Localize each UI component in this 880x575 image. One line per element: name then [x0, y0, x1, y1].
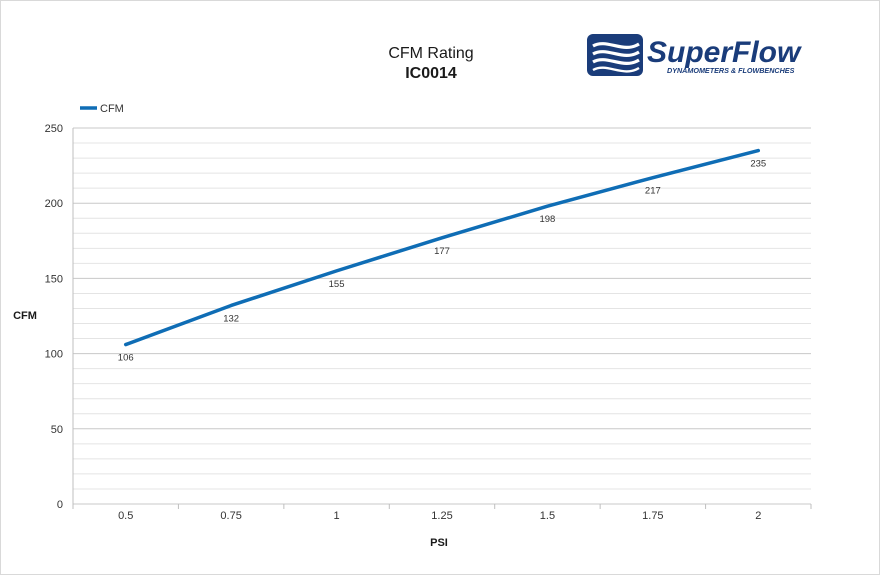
- x-axis-label: PSI: [430, 537, 448, 549]
- y-tick-labels: 0 50 100 150 200 250: [45, 123, 63, 511]
- y-tick-label: 0: [57, 499, 63, 511]
- x-tick-label: 0.5: [118, 510, 133, 522]
- x-tick-label: 1.25: [431, 510, 452, 522]
- x-tick-labels: 0.5 0.75 1 1.25 1.5 1.75 2: [118, 510, 761, 522]
- data-label: 217: [645, 186, 661, 197]
- y-tick-label: 100: [45, 349, 63, 361]
- series-group: [123, 148, 761, 347]
- data-label: 132: [223, 313, 239, 324]
- superflow-logo: SuperFlow DYNAMOMETERS & FLOWBENCHES: [587, 32, 817, 80]
- x-tick-label: 1.75: [642, 510, 663, 522]
- data-labels: 106 132 155 177 198 217 235: [118, 159, 766, 364]
- chart-title-block: CFM Rating IC0014: [321, 44, 541, 84]
- y-axis-label: CFM: [13, 310, 37, 322]
- x-tick-label: 1.5: [540, 510, 555, 522]
- gridlines: [72, 127, 812, 509]
- x-tick-label: 1: [334, 510, 340, 522]
- y-tick-label: 200: [45, 198, 63, 210]
- logo-tagline: DYNAMOMETERS & FLOWBENCHES: [667, 66, 795, 75]
- data-label: 155: [329, 279, 345, 290]
- legend-label: CFM: [100, 103, 124, 115]
- x-tick-label: 2: [755, 510, 761, 522]
- superflow-wave-logo-icon: SuperFlow DYNAMOMETERS & FLOWBENCHES: [587, 34, 802, 76]
- legend: CFM: [80, 103, 124, 115]
- data-label: 198: [539, 214, 555, 225]
- y-tick-label: 250: [45, 123, 63, 135]
- y-tick-label: 150: [45, 273, 63, 285]
- y-tick-label: 50: [51, 424, 63, 436]
- chart-title: CFM Rating: [388, 45, 474, 62]
- data-label: 177: [434, 246, 450, 257]
- x-tick-label: 0.75: [220, 510, 241, 522]
- logo-brand: SuperFlow: [647, 36, 802, 69]
- chart-subtitle: IC0014: [405, 65, 457, 82]
- data-label: 235: [750, 159, 766, 170]
- data-label: 106: [118, 353, 134, 364]
